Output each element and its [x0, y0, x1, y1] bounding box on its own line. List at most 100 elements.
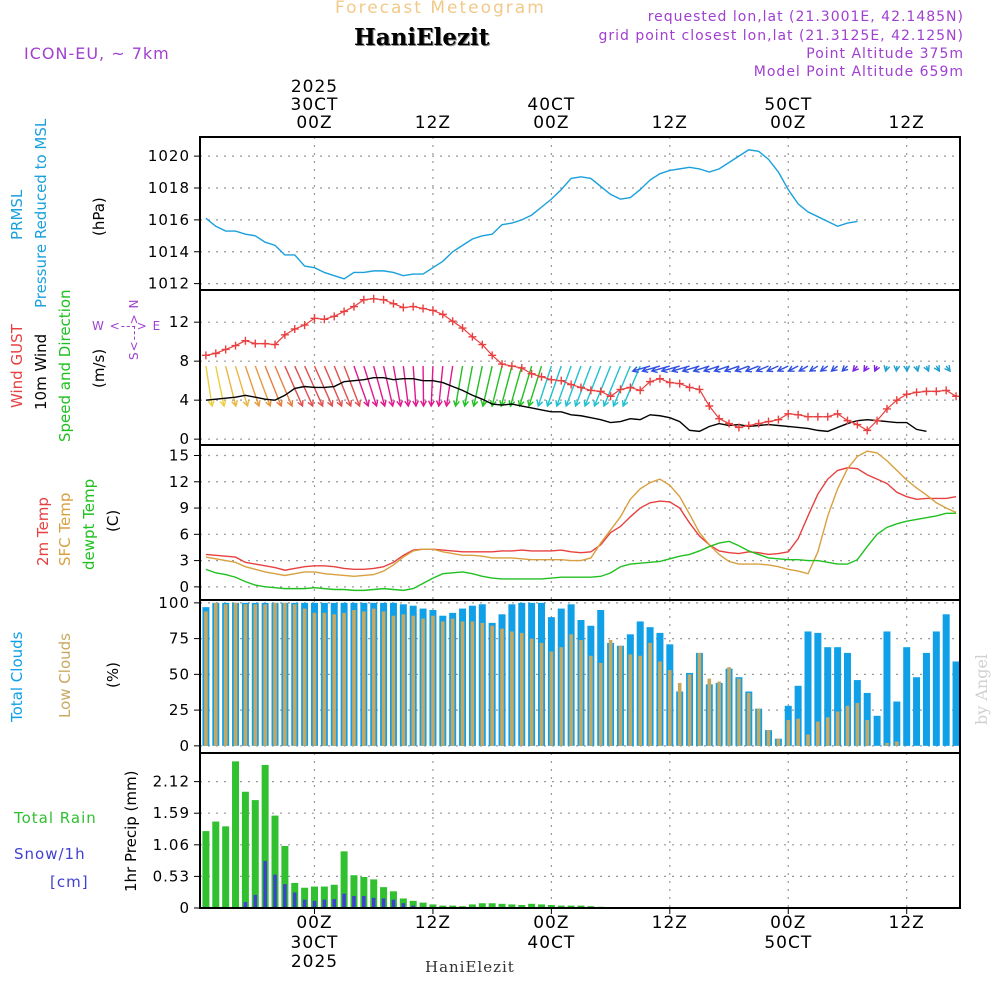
top-day-label: 40CT — [527, 95, 575, 115]
bottom-time-label: 12Z — [889, 913, 925, 933]
precip-ytick-label: 0.53 — [153, 867, 190, 885]
wind-barb-head — [755, 365, 763, 373]
snow-bar — [352, 896, 356, 908]
low-cloud-bar — [342, 612, 346, 746]
wind-barb — [603, 365, 622, 407]
rain-bar — [449, 905, 457, 908]
wind-barb — [274, 365, 293, 407]
wind-barb — [382, 365, 394, 407]
snow-bar — [391, 899, 396, 908]
gust-marker — [823, 412, 832, 421]
gust-marker — [586, 386, 595, 395]
low-cloud-bar — [737, 678, 741, 746]
wind-barb-head — [453, 400, 460, 408]
rain-bar — [271, 815, 279, 908]
low-cloud-bar — [441, 621, 445, 746]
gust-marker — [774, 415, 783, 424]
precip-ytick-label: 1.06 — [153, 836, 190, 854]
gust-marker — [882, 404, 891, 413]
rain-bar — [241, 791, 249, 908]
low-cloud-bar — [825, 717, 830, 746]
wind-barb-head — [602, 399, 610, 408]
total-cloud-bar — [814, 632, 822, 746]
gust-marker — [369, 294, 378, 303]
gust-marker — [626, 383, 635, 392]
wind-barb — [661, 365, 680, 372]
low-cloud-bar — [776, 738, 781, 746]
wind-barb-head — [612, 399, 619, 408]
snow-bar — [342, 893, 346, 908]
wind-barb — [313, 365, 333, 407]
low-cloud-bar — [677, 682, 682, 746]
wind-barb — [215, 365, 225, 407]
clouds-ytick-label: 75 — [169, 630, 190, 648]
low-cloud-bar — [263, 604, 267, 746]
wind-barb — [509, 365, 523, 407]
wind-barb — [482, 365, 493, 407]
compass-we: W <---> E — [92, 319, 161, 333]
grid-point-coords: grid point closest lon,lat (21.3125E, 42… — [598, 28, 964, 44]
gust-marker — [705, 402, 714, 411]
snow-bar — [332, 899, 337, 908]
low-cloud-bar — [243, 604, 248, 746]
low-cloud-bar — [401, 614, 406, 746]
snow-bar — [312, 900, 317, 908]
wind-barb-head — [621, 399, 629, 408]
rain-bar — [419, 902, 427, 908]
gust-marker — [754, 419, 763, 428]
total-cloud-bar — [932, 631, 940, 746]
low-cloud-bar — [490, 625, 494, 746]
wind-barb — [714, 365, 730, 372]
clouds-ytick-label: 100 — [158, 594, 190, 612]
gust-marker — [606, 392, 615, 401]
wind-barb-head — [798, 365, 806, 372]
wind-barb-head — [765, 365, 774, 373]
wind-barb — [284, 365, 304, 407]
bottom-year-label: 2025 — [291, 952, 338, 972]
t2m-line — [205, 467, 957, 571]
wind-barb-head — [231, 400, 239, 408]
bottom-time-label: 12Z — [415, 913, 451, 933]
wind-barb-head — [396, 400, 404, 408]
gust-marker — [843, 416, 852, 425]
low-cloud-bar — [371, 608, 376, 746]
rain-bar — [429, 904, 437, 908]
low-cloud-bar — [648, 642, 652, 746]
gust-marker — [567, 380, 576, 389]
gust-marker — [527, 369, 536, 378]
wind-barb — [333, 365, 352, 407]
low-cloud-bar — [786, 720, 791, 746]
gust-marker — [912, 388, 921, 397]
gust-marker — [201, 351, 210, 360]
wind-barb-head — [863, 365, 870, 373]
low-cloud-bar — [233, 602, 238, 746]
low-cloud-bar — [292, 604, 297, 746]
wind-barb-head — [852, 365, 859, 373]
low-cloud-bar — [618, 645, 623, 746]
model-name: ICON-EU, ~ 7km — [24, 44, 170, 63]
point-altitude: Point Altitude 375m — [806, 46, 964, 62]
wind-barb-head — [631, 366, 639, 374]
pressure-ytick-label: 1014 — [148, 243, 190, 261]
wind-barb-head — [893, 365, 901, 373]
wind-barb-head — [286, 399, 294, 408]
total-cloud-bar — [913, 677, 921, 746]
pressure-ytick-label: 1018 — [148, 179, 190, 197]
wind-barb-head — [808, 365, 817, 372]
low-cloud-bar — [589, 655, 593, 746]
wind-barb — [234, 365, 249, 407]
rain-label: Total Rain — [14, 809, 97, 827]
wind-barb-head — [641, 366, 649, 374]
rain-bar — [567, 905, 575, 908]
requested-coords: requested lon,lat (21.3001E, 42.1485N) — [647, 9, 964, 25]
gust-marker — [271, 340, 280, 349]
gust-marker — [359, 295, 368, 304]
precip-ytick-label: 1.59 — [153, 804, 190, 822]
station-name: HaniElezit — [354, 24, 490, 51]
rain-bar — [320, 886, 328, 908]
precip-frame — [199, 752, 961, 909]
rain-bar — [340, 851, 348, 908]
rain-bar — [251, 800, 259, 908]
wind-barb-head — [242, 400, 250, 408]
low-cloud-bar — [431, 615, 435, 746]
